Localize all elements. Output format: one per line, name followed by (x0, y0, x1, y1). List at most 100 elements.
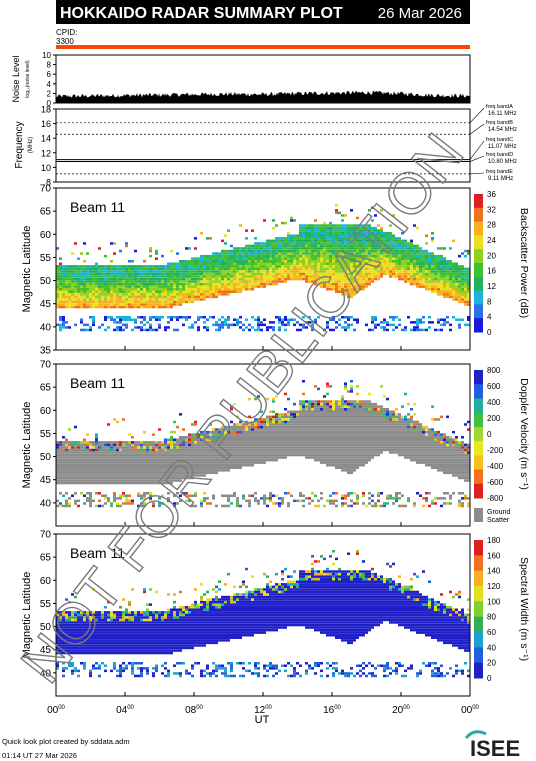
heatmap-cell (263, 461, 266, 464)
heatmap-cell (338, 211, 341, 215)
heatmap-cell (179, 451, 182, 454)
heatmap-cell (242, 262, 245, 265)
heatmap-cell (392, 239, 395, 243)
heatmap-cell (230, 254, 233, 258)
heatmap-cell (167, 446, 170, 449)
heatmap-cell (62, 464, 65, 467)
heatmap-cell (350, 257, 353, 260)
heatmap-cell (404, 272, 407, 276)
heatmap-cell (170, 288, 173, 291)
heatmap-cell (80, 318, 83, 321)
heatmap-cell (128, 466, 131, 469)
heatmap-cell (317, 420, 320, 424)
heatmap-cell (371, 232, 374, 235)
heatmap-cell (152, 464, 155, 467)
heatmap-cell (173, 494, 176, 497)
heatmap-cell (200, 280, 203, 283)
heatmap-cell (176, 474, 179, 477)
heatmap-cell (80, 267, 83, 271)
heatmap-cell (368, 237, 371, 240)
heatmap-cell (314, 504, 317, 508)
heatmap-cell (362, 237, 365, 240)
heatmap-cell (413, 244, 416, 248)
heatmap-cell (149, 282, 152, 286)
heatmap-cell (230, 280, 233, 283)
heatmap-cell (131, 481, 134, 485)
heatmap-cell (188, 290, 191, 293)
heatmap-cell (431, 260, 434, 263)
heatmap-cell (68, 456, 71, 459)
heatmap-cell (278, 453, 281, 457)
heatmap-cell (341, 249, 344, 253)
heatmap-cell (221, 438, 224, 441)
heatmap-cell (59, 448, 62, 452)
heatmap-cell (428, 260, 431, 263)
heatmap-cell (347, 318, 350, 321)
heatmap-cell (413, 321, 416, 324)
heatmap-cell (287, 234, 290, 237)
heatmap-cell (164, 288, 167, 291)
heatmap-cell (212, 448, 215, 452)
heatmap-cell (281, 280, 284, 283)
heatmap-cell (260, 433, 263, 436)
heatmap-cell (179, 272, 182, 276)
heatmap-cell (293, 270, 296, 273)
heatmap-cell (380, 275, 383, 278)
heatmap-cell (95, 504, 98, 508)
heatmap-cell (347, 234, 350, 237)
heatmap-cell (446, 288, 449, 291)
heatmap-cell (419, 328, 422, 332)
heatmap-cell (59, 316, 62, 319)
heatmap-cell (161, 481, 164, 485)
heatmap-cell (191, 257, 194, 260)
heatmap-cell (239, 448, 242, 452)
heatmap-cell (233, 267, 236, 271)
heatmap-cell (377, 247, 380, 250)
heatmap-cell (446, 280, 449, 283)
heatmap-cell (272, 328, 275, 332)
heatmap-cell (290, 436, 293, 439)
heatmap-cell (257, 277, 260, 281)
heatmap-cell (248, 260, 251, 263)
heatmap-cell (125, 461, 128, 464)
heatmap-cell (248, 280, 251, 283)
heatmap-cell (257, 420, 260, 424)
heatmap-cell (227, 280, 230, 283)
heatmap-cell (149, 303, 152, 306)
heatmap-cell (155, 441, 158, 444)
heatmap-cell (131, 476, 134, 480)
heatmap-cell (194, 466, 197, 469)
heatmap-cell (191, 295, 194, 299)
heatmap-cell (269, 257, 272, 260)
heatmap-cell (200, 254, 203, 258)
heatmap-cell (389, 254, 392, 258)
heatmap-cell (275, 254, 278, 258)
heatmap-cell (278, 446, 281, 449)
heatmap-cell (413, 257, 416, 260)
heatmap-cell (119, 295, 122, 299)
heatmap-cell (227, 494, 230, 497)
heatmap-cell (371, 318, 374, 321)
heatmap-cell (317, 267, 320, 271)
heatmap-cell (311, 448, 314, 452)
heatmap-cell (215, 504, 218, 508)
heatmap-cell (314, 249, 317, 253)
heatmap-cell (182, 464, 185, 467)
heatmap-cell (89, 499, 92, 503)
heatmap-cell (335, 204, 338, 207)
heatmap-cell (185, 282, 188, 286)
heatmap-cell (356, 272, 359, 276)
heatmap-cell (203, 433, 206, 436)
heatmap-cell (377, 323, 380, 327)
heatmap-cell (59, 282, 62, 286)
heatmap-cell (230, 425, 233, 429)
heatmap-cell (395, 247, 398, 250)
heatmap-cell (227, 265, 230, 268)
heatmap-cell (368, 232, 371, 235)
heatmap-cell (194, 321, 197, 324)
heatmap-cell (140, 471, 143, 475)
heatmap-cell (323, 430, 326, 434)
heatmap-cell (239, 277, 242, 281)
heatmap-cell (290, 441, 293, 444)
heatmap-cell (266, 267, 269, 271)
